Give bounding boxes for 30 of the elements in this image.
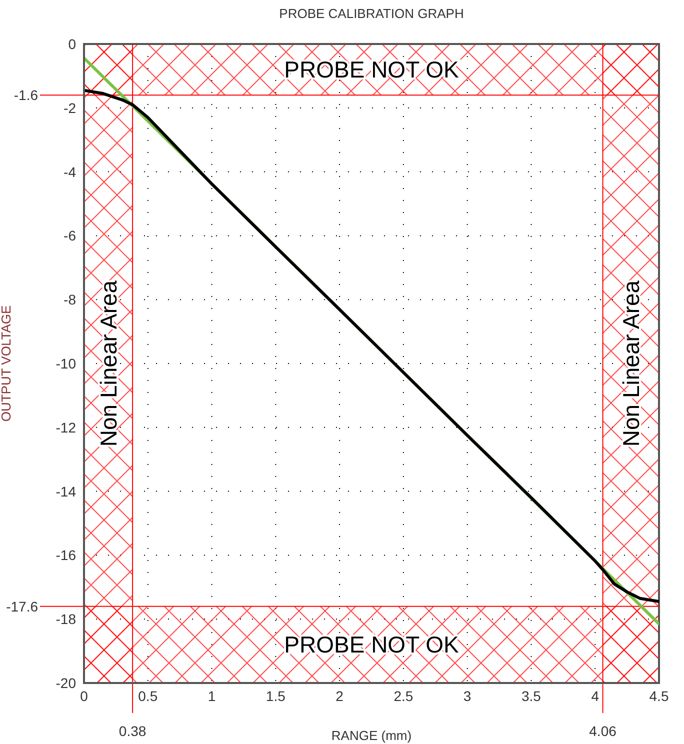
x-tick-label: 1.5 xyxy=(266,688,286,704)
x-tick-label: 2 xyxy=(336,688,344,704)
x-tick-label: 1 xyxy=(208,688,216,704)
y-tick-label: -14 xyxy=(56,483,76,500)
ref-line-label: 0.38 xyxy=(118,723,146,739)
ref-line-label: -17.6 xyxy=(6,598,38,614)
x-tick-label: 0 xyxy=(80,688,88,704)
y-tick-label: 0 xyxy=(68,36,76,52)
x-axis-title: RANGE (mm) xyxy=(331,728,412,743)
y-axis-title: OUTPUT VOLTAGE xyxy=(0,305,14,422)
x-tick-label: 3.5 xyxy=(521,688,542,704)
band-label: Non Linear Area xyxy=(95,280,122,447)
y-tick-label: -18 xyxy=(56,611,76,628)
y-tick-label: -10 xyxy=(56,355,76,372)
y-tick-label: -16 xyxy=(56,547,76,564)
y-tick-label: -12 xyxy=(56,419,76,436)
x-tick-label: 4 xyxy=(591,688,600,704)
band-label: Non Linear Area xyxy=(618,280,644,447)
y-tick-label: -2 xyxy=(64,100,76,116)
ref-line-label: 4.06 xyxy=(589,723,617,739)
ref-line-label: -1.6 xyxy=(14,87,38,104)
x-tick-label: 2.5 xyxy=(394,688,414,704)
x-tick-label: 4.5 xyxy=(649,688,669,704)
y-tick-label: -8 xyxy=(64,292,76,308)
y-tick-label: -6 xyxy=(64,228,76,244)
x-tick-label: 3 xyxy=(463,688,472,704)
x-tick-label: 0.5 xyxy=(138,688,158,704)
y-tick-label: -20 xyxy=(56,674,76,691)
y-tick-label: -4 xyxy=(64,164,76,180)
chart-title: PROBE CALIBRATION GRAPH xyxy=(278,6,465,21)
